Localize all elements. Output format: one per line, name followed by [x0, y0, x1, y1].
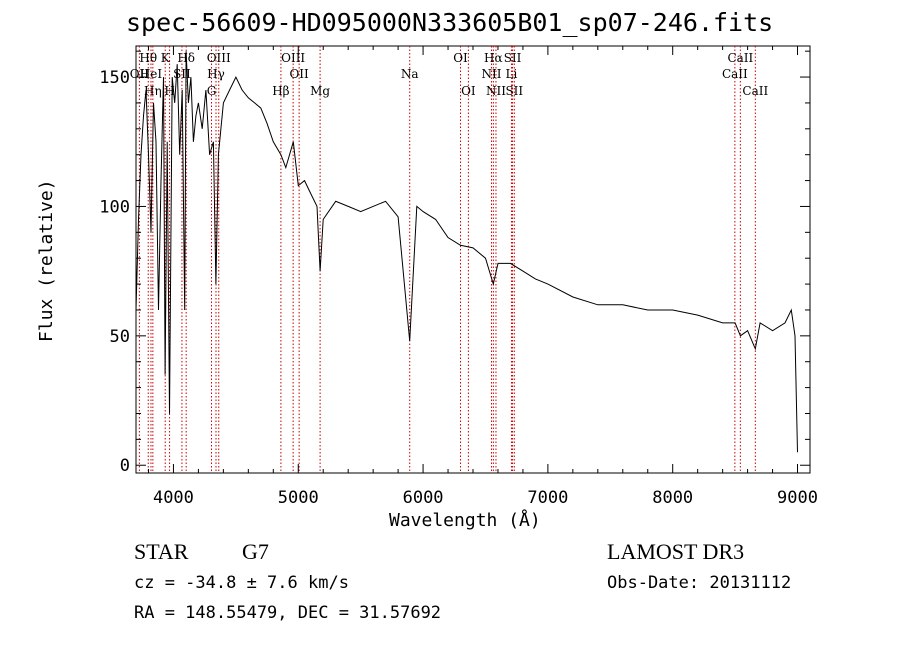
line-annotation: HeI [140, 67, 163, 81]
y-tick-label: 100 [99, 197, 130, 217]
object-class: STAR [134, 539, 189, 564]
survey-name: LAMOST DR3 [607, 539, 745, 564]
line-annotation: H [164, 84, 174, 98]
y-tick-label: 50 [110, 327, 130, 347]
axis-tick-labels: 4000 5000 6000 7000 8000 9000 0 50 100 150 [99, 68, 818, 508]
line-annotation: Mg [310, 84, 330, 98]
observation-date: Obs-Date: 20131112 [607, 573, 792, 593]
line-annotation: Na [401, 67, 419, 81]
line-annotation: CaII [742, 84, 768, 98]
axis-ticks [136, 46, 810, 473]
line-annotation: OI [461, 84, 476, 98]
y-axis-label: Flux (relative) [36, 179, 57, 342]
y-tick-label: 150 [99, 68, 130, 88]
line-annotation: CaII [722, 67, 748, 81]
x-tick-label: 4000 [153, 488, 194, 508]
line-annotation: SII [173, 67, 191, 81]
radial-velocity: cz = -34.8 ± 7.6 km/s [134, 573, 349, 593]
x-tick-label: 9000 [777, 488, 818, 508]
line-annotation: OI [453, 51, 468, 65]
spectrum-line [135, 51, 798, 453]
line-annotation: Hβ [272, 84, 289, 98]
line-annotation: OII [130, 67, 150, 81]
line-annotation: NII [486, 84, 506, 98]
object-subclass: G7 [242, 539, 269, 564]
chart-title: spec-56609-HD095000N333605B01_sp07-246.f… [126, 8, 774, 37]
line-annotation: Hγ [207, 67, 225, 81]
y-tick-label: 0 [120, 456, 130, 476]
x-axis-label: Wavelength (Å) [389, 510, 541, 531]
x-tick-label: 5000 [278, 488, 319, 508]
emission-line-markers [138, 46, 756, 473]
x-tick-label: 7000 [527, 488, 568, 508]
line-annotation: K [161, 51, 171, 65]
line-annotation: OIII [207, 51, 231, 65]
x-tick-label: 6000 [403, 488, 444, 508]
line-annotation: Hθ [139, 51, 157, 65]
line-annotation: Li [506, 67, 518, 81]
x-tick-label: 8000 [652, 488, 693, 508]
line-annotation: Hη [144, 84, 162, 98]
line-annotation: OII [289, 67, 309, 81]
line-annotation: Hα [484, 51, 503, 65]
line-annotation: Hδ [177, 51, 195, 65]
line-annotation: NII [481, 67, 501, 81]
line-annotation: CaII [727, 51, 753, 65]
line-annotation: SII [504, 51, 522, 65]
line-annotation: OIII [281, 51, 305, 65]
line-annotation: SII [505, 84, 523, 98]
sky-coordinates: RA = 148.55479, DEC = 31.57692 [134, 603, 442, 623]
line-annotation: G [207, 84, 217, 98]
plot-frame [135, 45, 811, 474]
